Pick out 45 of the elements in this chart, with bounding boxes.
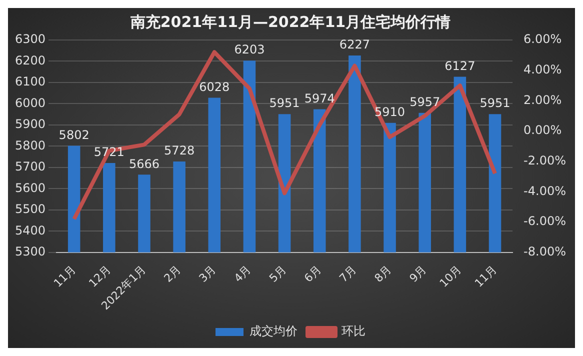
y-tick-label: 5700 [14,160,46,174]
y2-tick-label: -8.00% [524,244,566,258]
x-tick-label: 10月 [437,262,464,290]
x-tick-label: 12月 [86,262,114,290]
data-label: 5666 [128,156,160,171]
x-tick-label: 6月 [302,262,324,285]
legend-label: 成交均价 [250,324,298,338]
y-tick-label: 6200 [14,53,46,68]
data-label: 6227 [339,38,370,52]
y2-tick-label: -6.00% [524,214,566,228]
x-tick-label: 11月 [472,262,500,290]
y-tick-label: 5800 [14,138,46,152]
x-tick-label: 5月 [266,262,289,285]
y-tick-label: 5600 [14,180,46,195]
data-label: 5951 [269,96,300,110]
data-label: 5974 [304,91,335,106]
y2-tick-label: -4.00% [524,184,566,198]
y-tick-label: 6300 [14,32,46,46]
y2-tick-label: 2.00% [524,92,562,107]
data-label: 6203 [234,42,265,57]
x-tick-label: 4月 [232,262,254,285]
x-tick-label: 11月 [51,262,78,290]
y2-tick-label: 4.00% [524,62,562,76]
y-tick-label: 6000 [14,96,46,110]
y-tick-label: 5500 [14,202,46,216]
legend-label: 环比 [342,324,366,338]
y-tick-label: 6100 [14,74,46,89]
data-label: 5728 [164,144,195,158]
y-tick-label: 5900 [14,117,46,132]
data-label: 5957 [410,94,440,109]
y-tick-label: 5400 [14,223,46,238]
data-label: 5802 [58,128,90,142]
y2-tick-label: -2.00% [524,153,566,168]
data-label: 5951 [480,96,510,110]
x-tick-label: 3月 [196,262,219,285]
y2-tick-label: 6.00% [524,32,562,46]
data-label: 6028 [199,80,230,94]
x-tick-label: 2月 [162,262,184,285]
x-tick-label: 7月 [336,262,359,285]
y2-tick-label: 0.00% [524,123,562,138]
chart-title: 南充2021年11月—2022年11月住宅均价行情 [129,12,451,31]
y-tick-label: 5300 [14,244,46,258]
data-label: 6127 [444,58,476,73]
x-tick-label: 9月 [407,262,429,285]
x-tick-label: 8月 [372,262,394,285]
